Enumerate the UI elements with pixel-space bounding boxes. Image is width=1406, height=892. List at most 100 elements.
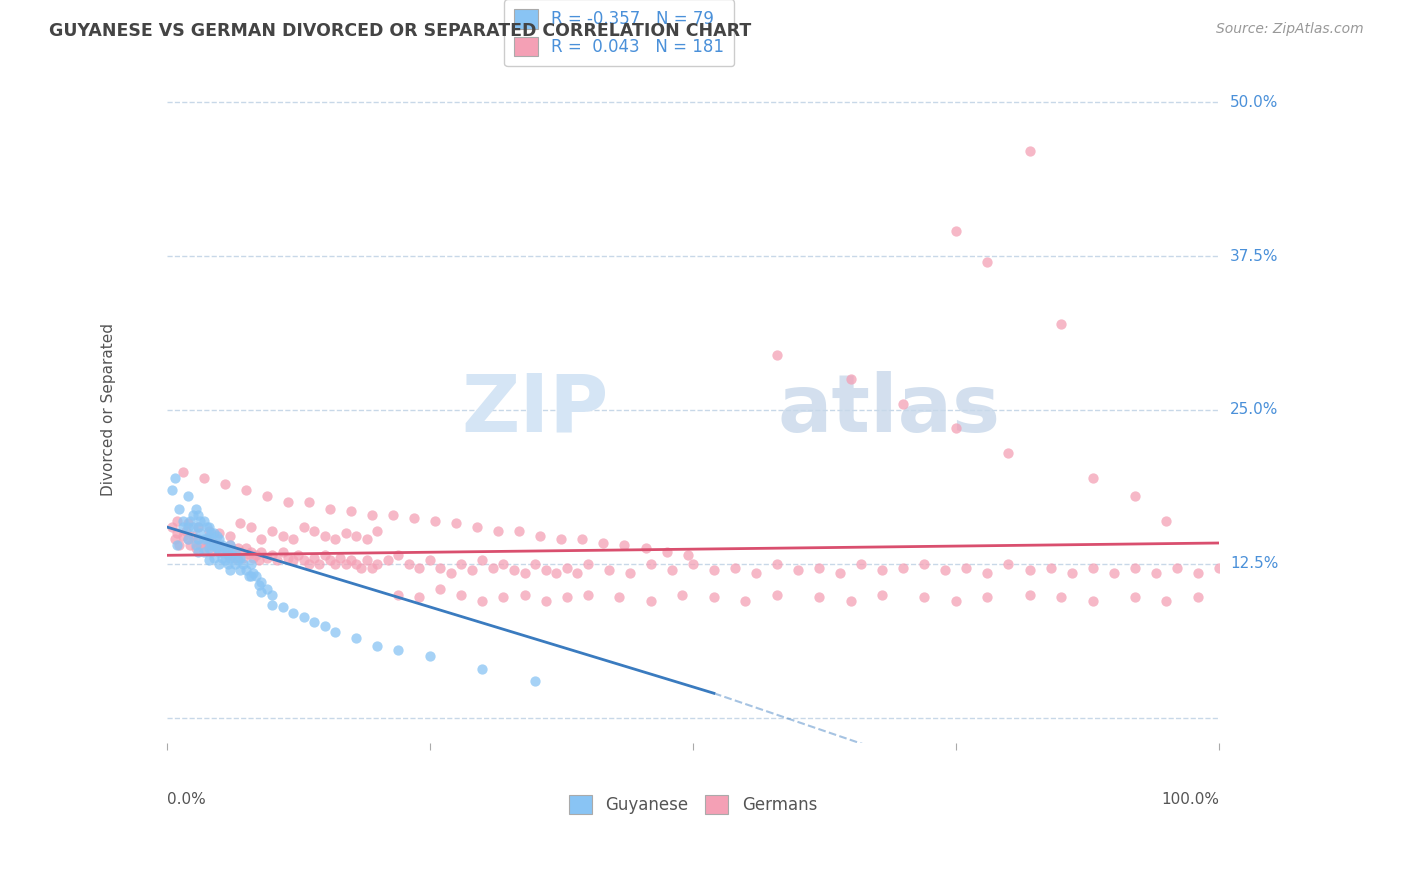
Point <box>271 544 294 558</box>
Point <box>340 553 363 567</box>
Point <box>195 533 218 547</box>
Point <box>576 588 599 602</box>
Point <box>546 566 568 580</box>
Point <box>224 544 246 558</box>
Point <box>419 553 441 567</box>
Point <box>387 588 409 602</box>
Point <box>634 541 657 555</box>
Point <box>471 594 494 608</box>
Point <box>766 557 789 571</box>
Point <box>177 516 200 531</box>
Point <box>471 553 494 567</box>
Point <box>202 536 225 550</box>
Point <box>266 553 288 567</box>
Point <box>565 566 588 580</box>
Point <box>198 520 221 534</box>
Point <box>228 553 250 567</box>
Point <box>224 550 246 565</box>
Point <box>229 563 252 577</box>
Point <box>366 524 388 538</box>
Point <box>172 528 194 542</box>
Point <box>202 526 225 541</box>
Point <box>444 516 467 531</box>
Point <box>1018 588 1040 602</box>
Point <box>200 544 222 558</box>
Point <box>361 508 384 522</box>
Point <box>492 557 515 571</box>
Point <box>335 557 357 571</box>
Point <box>766 347 789 361</box>
Point <box>302 550 325 565</box>
Point <box>335 526 357 541</box>
Point <box>787 563 810 577</box>
Point <box>195 520 218 534</box>
Point <box>513 566 536 580</box>
Point <box>181 508 204 522</box>
Point <box>208 557 231 571</box>
Point <box>870 588 893 602</box>
Point <box>242 566 264 580</box>
Point <box>1050 317 1073 331</box>
Point <box>245 549 267 563</box>
Point <box>745 566 768 580</box>
Point <box>256 582 278 596</box>
Point <box>302 615 325 629</box>
Point <box>703 590 725 604</box>
Point <box>165 533 187 547</box>
Point <box>219 563 242 577</box>
Point <box>292 520 315 534</box>
Point <box>190 514 212 528</box>
Point <box>891 560 914 574</box>
Point <box>214 553 236 567</box>
Point <box>177 533 200 547</box>
Text: 12.5%: 12.5% <box>1230 557 1278 572</box>
Point <box>366 557 388 571</box>
Point <box>235 563 257 577</box>
Point <box>198 528 221 542</box>
Point <box>550 533 572 547</box>
Legend: Guyanese, Germans: Guyanese, Germans <box>562 788 824 821</box>
Point <box>193 544 215 558</box>
Point <box>945 421 967 435</box>
Point <box>329 550 352 565</box>
Point <box>165 471 187 485</box>
Point <box>195 533 218 547</box>
Point <box>202 539 225 553</box>
Point <box>465 520 488 534</box>
Text: atlas: atlas <box>778 371 1000 449</box>
Point <box>461 563 484 577</box>
Point <box>1050 590 1073 604</box>
Point <box>239 520 262 534</box>
Point <box>524 673 547 688</box>
Point <box>766 588 789 602</box>
Point <box>508 524 530 538</box>
Point <box>1039 560 1062 574</box>
Point <box>529 528 551 542</box>
Point <box>200 526 222 541</box>
Point <box>1156 514 1178 528</box>
Point <box>198 524 221 538</box>
Point <box>323 533 346 547</box>
Point <box>344 528 367 542</box>
Text: 25.0%: 25.0% <box>1230 402 1278 417</box>
Point <box>190 539 212 553</box>
Point <box>193 471 215 485</box>
Point <box>576 557 599 571</box>
Point <box>598 563 620 577</box>
Point <box>187 508 209 522</box>
Point <box>242 550 264 565</box>
Point <box>361 560 384 574</box>
Point <box>976 566 998 580</box>
Point <box>319 501 342 516</box>
Point <box>177 520 200 534</box>
Point <box>482 560 505 574</box>
Point <box>219 550 242 565</box>
Point <box>281 553 304 567</box>
Point <box>298 495 321 509</box>
Point <box>976 255 998 269</box>
Point <box>350 560 373 574</box>
Point <box>186 539 208 553</box>
Point <box>997 557 1019 571</box>
Point <box>187 544 209 558</box>
Point <box>198 539 221 553</box>
